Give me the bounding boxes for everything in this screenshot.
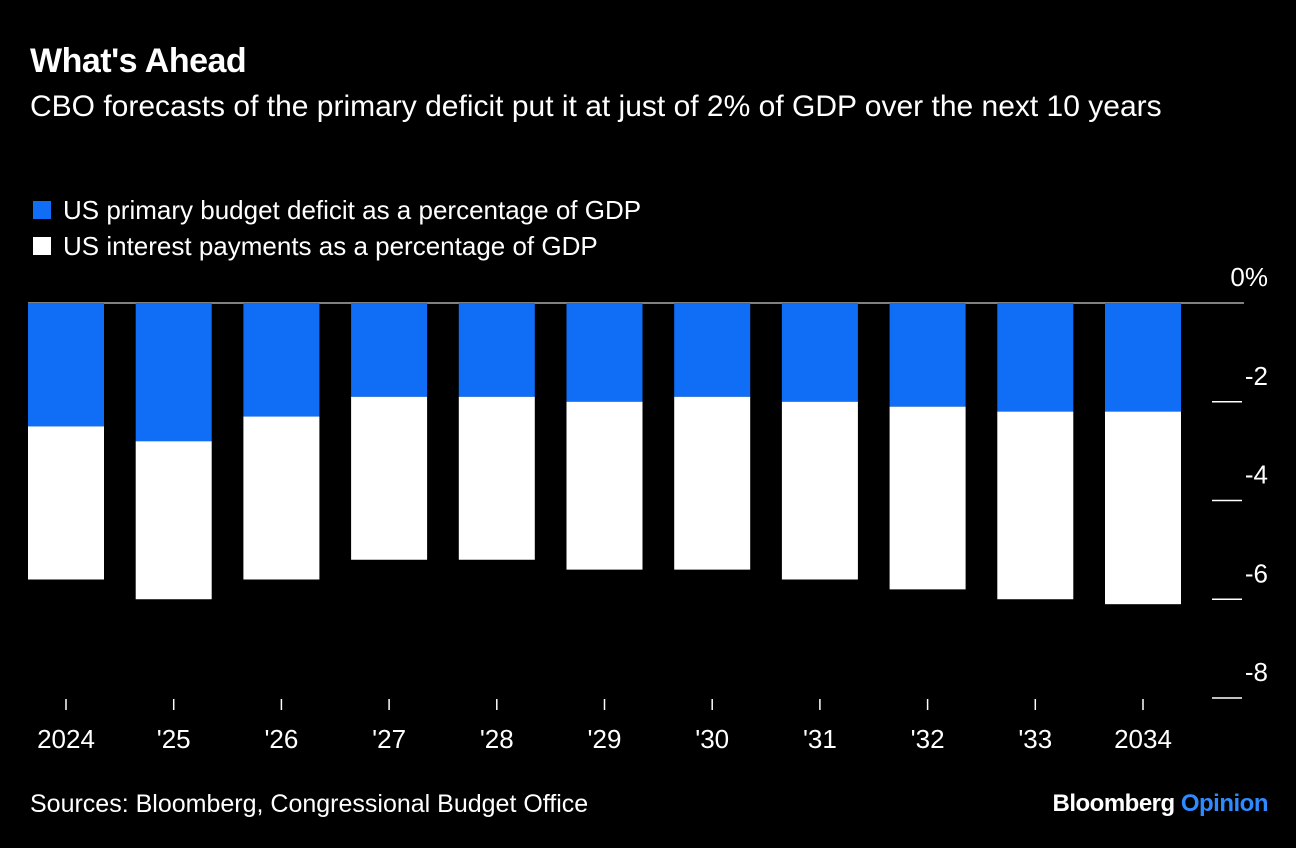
- brand-name: Bloomberg: [1052, 790, 1176, 817]
- bar-interest-payments-7: [781, 401, 858, 580]
- y-tick-label-4: -8: [1245, 657, 1268, 687]
- x-tick-label-3: '27: [372, 724, 406, 754]
- bar-interest-payments-1: [135, 441, 212, 600]
- x-tick-label-6: '30: [695, 724, 729, 754]
- x-tick-label-7: '31: [803, 724, 837, 754]
- brand-suffix: Opinion: [1180, 790, 1269, 817]
- bar-primary-deficit-4: [458, 303, 535, 397]
- bar-interest-payments-0: [28, 426, 104, 580]
- y-tick-label-2: -4: [1245, 460, 1268, 490]
- legend-swatch-primary-deficit: [33, 201, 51, 219]
- x-tick-label-5: '29: [588, 724, 622, 754]
- chart-title: What's Ahead: [30, 42, 247, 80]
- legend-label-primary-deficit: US primary budget deficit as a percentag…: [63, 194, 642, 225]
- bar-primary-deficit-6: [674, 303, 751, 397]
- legend-item-primary-deficit: US primary budget deficit as a percentag…: [33, 192, 641, 228]
- y-tick-label-1: -2: [1245, 361, 1268, 391]
- legend: US primary budget deficit as a percentag…: [33, 192, 641, 264]
- y-tick-label-0: 0%: [1230, 262, 1268, 292]
- bar-interest-payments-9: [997, 411, 1074, 600]
- x-tick-label-1: '25: [157, 724, 191, 754]
- bar-primary-deficit-1: [135, 303, 212, 442]
- bar-primary-deficit-8: [889, 303, 966, 407]
- bar-interest-payments-8: [889, 406, 966, 590]
- x-tick-label-0: 2024: [37, 724, 95, 754]
- x-tick-label-9: '33: [1018, 724, 1052, 754]
- legend-item-interest-payments: US interest payments as a percentage of …: [33, 228, 641, 264]
- x-tick-label-8: '32: [911, 724, 945, 754]
- bar-interest-payments-2: [243, 416, 320, 580]
- bar-primary-deficit-0: [28, 303, 104, 427]
- x-tick-label-4: '28: [480, 724, 514, 754]
- bar-interest-payments-4: [458, 396, 535, 560]
- bar-interest-payments-10: [1105, 411, 1181, 605]
- bar-primary-deficit-7: [781, 303, 858, 402]
- bar-primary-deficit-5: [566, 303, 643, 402]
- chart-subtitle: CBO forecasts of the primary deficit put…: [30, 90, 1162, 123]
- x-tick-label-10: 2034: [1114, 724, 1172, 754]
- bar-interest-payments-6: [674, 396, 751, 570]
- bar-primary-deficit-3: [351, 303, 428, 397]
- bar-interest-payments-3: [351, 396, 428, 560]
- bar-primary-deficit-10: [1105, 303, 1181, 412]
- y-tick-label-3: -6: [1245, 558, 1268, 588]
- legend-swatch-interest-payments: [33, 237, 51, 255]
- bar-primary-deficit-9: [997, 303, 1074, 412]
- x-tick-label-2: '26: [264, 724, 298, 754]
- legend-label-interest-payments: US interest payments as a percentage of …: [63, 230, 598, 261]
- bar-interest-payments-5: [566, 401, 643, 570]
- brand-logo: Bloomberg Opinion: [1053, 790, 1269, 818]
- source-note: Sources: Bloomberg, Congressional Budget…: [30, 790, 589, 818]
- bar-primary-deficit-2: [243, 303, 320, 417]
